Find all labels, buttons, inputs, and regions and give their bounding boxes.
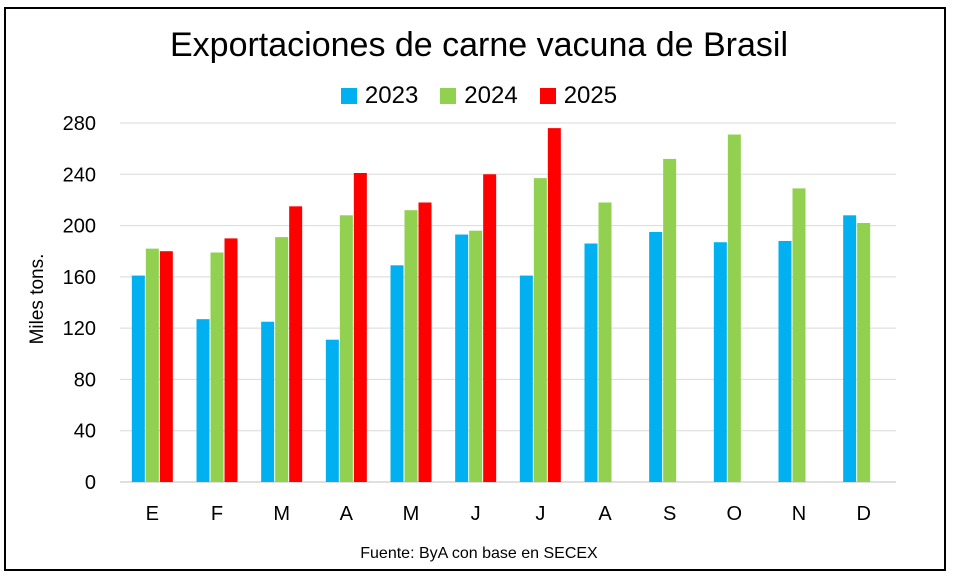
y-tick-label: 160 <box>63 267 96 289</box>
x-tick-label: F <box>211 503 223 525</box>
y-tick-label: 240 <box>63 164 96 186</box>
bar-2023-8 <box>649 231 663 482</box>
x-tick-label: J <box>535 503 545 525</box>
bar-2024-10 <box>792 188 806 482</box>
legend-item-2023: 2023 <box>340 82 419 110</box>
bar-2024-8 <box>663 158 677 482</box>
bar-2023-6 <box>519 275 533 482</box>
legend-swatch-2024 <box>440 88 457 104</box>
x-tick-label: S <box>663 503 676 525</box>
bar-2023-2 <box>261 321 275 482</box>
y-tick-label: 280 <box>63 113 96 135</box>
x-tick-label: M <box>273 503 290 525</box>
bar-2023-0 <box>131 275 145 482</box>
x-tick-label: O <box>727 503 743 525</box>
bar-2023-9 <box>713 242 727 482</box>
x-tick-label: D <box>856 503 870 525</box>
bar-2025-3 <box>353 173 367 482</box>
legend-swatch-2023 <box>340 88 357 104</box>
y-tick-label: 120 <box>63 318 96 340</box>
legend-label-2023: 2023 <box>364 82 419 109</box>
bar-2024-7 <box>598 202 612 482</box>
y-tick-label: 40 <box>74 421 96 443</box>
x-tick-label: E <box>146 503 159 525</box>
x-tick-label: J <box>471 503 481 525</box>
x-tick-label: N <box>792 503 806 525</box>
bar-2023-5 <box>455 234 469 482</box>
bar-2024-3 <box>339 215 353 483</box>
bar-2023-1 <box>196 319 210 482</box>
bar-2024-2 <box>275 237 289 482</box>
legend-item-2024: 2024 <box>440 82 518 110</box>
legend: 2023 2024 2025 <box>0 82 958 110</box>
legend-item-2025: 2025 <box>539 82 618 110</box>
bar-2025-1 <box>224 238 238 482</box>
bar-2023-4 <box>390 265 404 482</box>
bar-2023-10 <box>778 240 792 482</box>
x-tick-label: M <box>403 503 420 525</box>
bar-2024-5 <box>469 230 483 482</box>
bar-2025-0 <box>159 251 173 482</box>
bar-2024-6 <box>533 178 547 482</box>
legend-label-2025: 2025 <box>563 82 618 109</box>
bar-2025-5 <box>483 174 497 483</box>
y-tick-label: 200 <box>63 216 96 238</box>
chart-title: Exportaciones de carne vacuna de Brasil <box>169 26 789 64</box>
legend-swatch-2025 <box>539 88 556 104</box>
bar-2024-1 <box>210 252 224 482</box>
source-note: Fuente: ByA con base en SECEX <box>360 545 598 562</box>
bar-2023-7 <box>584 243 598 482</box>
y-tick-label: 0 <box>85 472 96 494</box>
bar-2023-3 <box>325 339 339 482</box>
x-tick-label: A <box>598 503 612 525</box>
x-tick-label: A <box>340 503 354 525</box>
bar-2025-6 <box>547 128 561 482</box>
bar-2024-11 <box>857 223 871 482</box>
bar-2024-4 <box>404 210 418 482</box>
bar-2025-2 <box>289 206 303 482</box>
bar-2023-11 <box>843 215 857 483</box>
bar-2024-9 <box>727 134 741 482</box>
y-tick-label: 80 <box>74 369 96 391</box>
bar-2025-4 <box>418 202 432 482</box>
bar-2024-0 <box>145 248 159 482</box>
legend-label-2024: 2024 <box>464 82 518 109</box>
